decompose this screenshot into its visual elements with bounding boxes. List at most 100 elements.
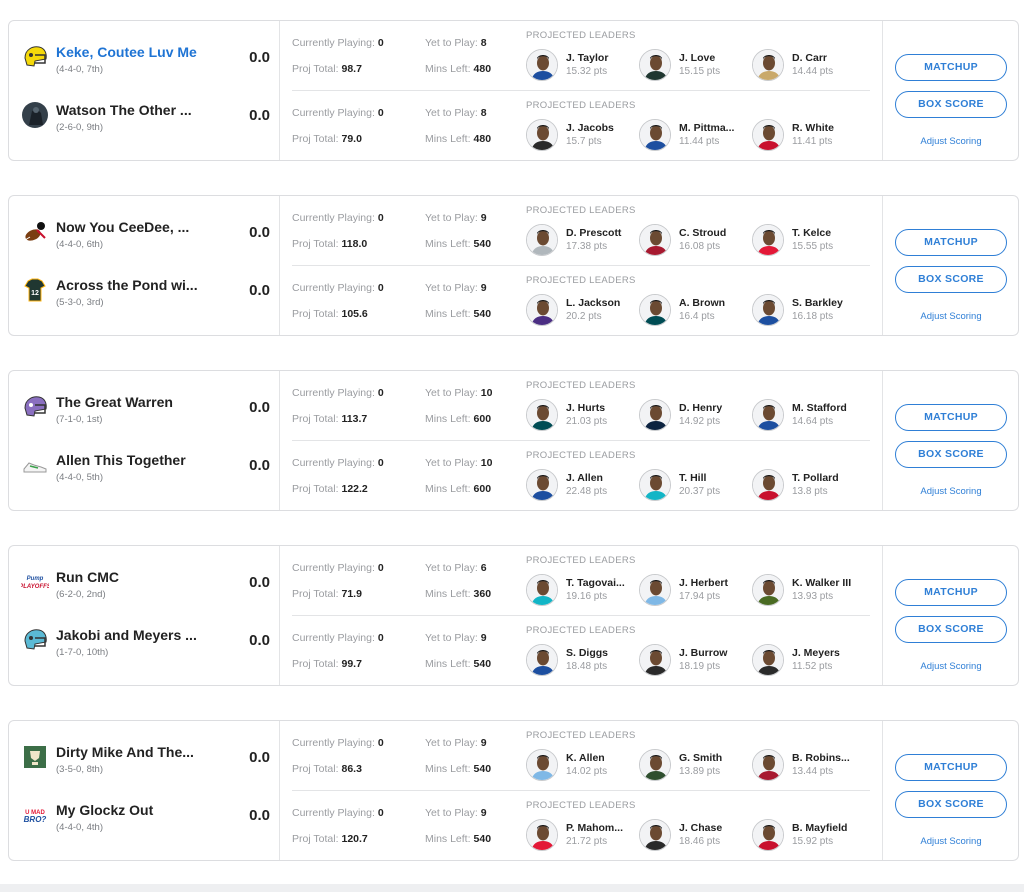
team-name-link[interactable]: Keke, Coutee Luv Me	[56, 44, 197, 60]
leader-item[interactable]: D. Prescott 17.38 pts	[526, 224, 636, 258]
player-name[interactable]: M. Stafford	[792, 402, 847, 414]
leader-item[interactable]: T. Kelce 15.55 pts	[752, 224, 862, 258]
currently-playing-value: 0	[377, 807, 384, 819]
leader-item[interactable]: P. Mahom... 21.72 pts	[526, 819, 636, 853]
player-name[interactable]: B. Robins...	[792, 752, 850, 764]
player-name[interactable]: D. Henry	[679, 402, 723, 414]
leader-item[interactable]: J. Herbert 17.94 pts	[639, 574, 749, 608]
adjust-scoring-link[interactable]: Adjust Scoring	[920, 136, 982, 147]
box-score-button[interactable]: BOX SCORE	[895, 266, 1007, 293]
leader-item[interactable]: T. Hill 20.37 pts	[639, 469, 749, 503]
leader-item[interactable]: S. Barkley 16.18 pts	[752, 294, 862, 328]
player-name[interactable]: S. Barkley	[792, 297, 843, 309]
leader-item[interactable]: D. Carr 14.44 pts	[752, 49, 862, 83]
player-name[interactable]: T. Pollard	[792, 472, 839, 484]
leader-item[interactable]: A. Brown 16.4 pts	[639, 294, 749, 328]
team-name-link[interactable]: Dirty Mike And The...	[56, 744, 194, 760]
leader-item[interactable]: K. Walker III 13.93 pts	[752, 574, 862, 608]
team-name-link[interactable]: My Glockz Out	[56, 802, 154, 818]
player-name[interactable]: R. White	[792, 122, 834, 134]
leader-item[interactable]: B. Mayfield 15.92 pts	[752, 819, 862, 853]
box-score-button[interactable]: BOX SCORE	[895, 91, 1007, 118]
mins-left-group: Mins Left: 480	[425, 63, 491, 75]
box-score-button[interactable]: BOX SCORE	[895, 616, 1007, 643]
matchup-button[interactable]: MATCHUP	[895, 404, 1007, 431]
leader-item[interactable]: D. Henry 14.92 pts	[639, 399, 749, 433]
player-avatar	[526, 294, 558, 326]
player-name[interactable]: C. Stroud	[679, 227, 727, 239]
leader-item[interactable]: C. Stroud 16.08 pts	[639, 224, 749, 258]
player-name[interactable]: K. Walker III	[792, 577, 852, 589]
player-name[interactable]: G. Smith	[679, 752, 723, 764]
player-name[interactable]: S. Diggs	[566, 647, 609, 659]
player-name[interactable]: M. Pittma...	[679, 122, 735, 134]
leader-item[interactable]: T. Tagovai... 19.16 pts	[526, 574, 636, 608]
leader-item[interactable]: J. Burrow 18.19 pts	[639, 644, 749, 678]
player-name[interactable]: T. Kelce	[792, 227, 832, 239]
team-score: 0.0	[249, 632, 270, 649]
leader-item[interactable]: J. Allen 22.48 pts	[526, 469, 636, 503]
adjust-scoring-link[interactable]: Adjust Scoring	[920, 661, 982, 672]
mins-left-group: Mins Left: 600	[425, 483, 491, 495]
player-name[interactable]: T. Hill	[679, 472, 707, 484]
matchup-button[interactable]: MATCHUP	[895, 54, 1007, 81]
player-name[interactable]: B. Mayfield	[792, 822, 848, 834]
mins-left-label: Mins Left:	[425, 833, 471, 845]
player-name[interactable]: K. Allen	[566, 752, 605, 764]
box-score-button[interactable]: BOX SCORE	[895, 791, 1007, 818]
player-name[interactable]: D. Carr	[792, 52, 828, 64]
player-name[interactable]: J. Jacobs	[566, 122, 614, 134]
player-name[interactable]: J. Meyers	[792, 647, 840, 659]
team-name-link[interactable]: Across the Pond wi...	[56, 277, 198, 293]
leader-item[interactable]: J. Jacobs 15.7 pts	[526, 119, 636, 153]
team-name-link[interactable]: Run CMC	[56, 569, 119, 585]
team-name-link[interactable]: Watson The Other ...	[56, 102, 192, 118]
proj-total-label: Proj Total:	[292, 413, 339, 425]
mins-left-value: 360	[473, 588, 492, 600]
player-name[interactable]: J. Herbert	[679, 577, 729, 589]
leader-item[interactable]: K. Allen 14.02 pts	[526, 749, 636, 783]
player-name[interactable]: J. Chase	[679, 822, 723, 834]
player-name[interactable]: J. Love	[679, 52, 716, 64]
stats-row-projection: Proj Total: 71.9 Mins Left: 360	[292, 588, 512, 600]
player-name[interactable]: T. Tagovai...	[566, 577, 625, 589]
team-name-link[interactable]: The Great Warren	[56, 394, 173, 410]
player-name[interactable]: J. Burrow	[679, 647, 728, 659]
player-name[interactable]: D. Prescott	[566, 227, 622, 239]
adjust-scoring-link[interactable]: Adjust Scoring	[920, 311, 982, 322]
box-score-button[interactable]: BOX SCORE	[895, 441, 1007, 468]
player-points: 13.8 pts	[792, 486, 828, 497]
adjust-scoring-link[interactable]: Adjust Scoring	[920, 836, 982, 847]
leader-item[interactable]: J. Taylor 15.32 pts	[526, 49, 636, 83]
leader-item[interactable]: M. Stafford 14.64 pts	[752, 399, 862, 433]
player-avatar	[752, 49, 784, 81]
leader-item[interactable]: J. Hurts 21.03 pts	[526, 399, 636, 433]
leader-item[interactable]: S. Diggs 18.48 pts	[526, 644, 636, 678]
team-score: 0.0	[249, 282, 270, 299]
player-name[interactable]: J. Allen	[566, 472, 603, 484]
leader-item[interactable]: J. Love 15.15 pts	[639, 49, 749, 83]
player-name[interactable]: J. Hurts	[566, 402, 606, 414]
player-name[interactable]: J. Taylor	[566, 52, 609, 64]
leader-item[interactable]: M. Pittma... 11.44 pts	[639, 119, 749, 153]
leader-item[interactable]: J. Meyers 11.52 pts	[752, 644, 862, 678]
matchup-button[interactable]: MATCHUP	[895, 579, 1007, 606]
matchup-button[interactable]: MATCHUP	[895, 229, 1007, 256]
leader-item[interactable]: L. Jackson 20.2 pts	[526, 294, 636, 328]
leader-item[interactable]: G. Smith 13.89 pts	[639, 749, 749, 783]
leader-item[interactable]: T. Pollard 13.8 pts	[752, 469, 862, 503]
player-name[interactable]: A. Brown	[679, 297, 726, 309]
player-name[interactable]: L. Jackson	[566, 297, 621, 309]
team-name-link[interactable]: Allen This Together	[56, 452, 186, 468]
team-name-link[interactable]: Jakobi and Meyers ...	[56, 627, 197, 643]
team-name-link[interactable]: Now You CeeDee, ...	[56, 219, 190, 235]
leader-item[interactable]: B. Robins... 13.44 pts	[752, 749, 862, 783]
player-avatar	[639, 399, 671, 431]
stats-row-projection: Proj Total: 120.7 Mins Left: 540	[292, 833, 512, 845]
adjust-scoring-link[interactable]: Adjust Scoring	[920, 486, 982, 497]
matchup-button[interactable]: MATCHUP	[895, 754, 1007, 781]
mins-left-value: 600	[473, 413, 492, 425]
leader-item[interactable]: R. White 11.41 pts	[752, 119, 862, 153]
player-name[interactable]: P. Mahom...	[566, 822, 623, 834]
leader-item[interactable]: J. Chase 18.46 pts	[639, 819, 749, 853]
